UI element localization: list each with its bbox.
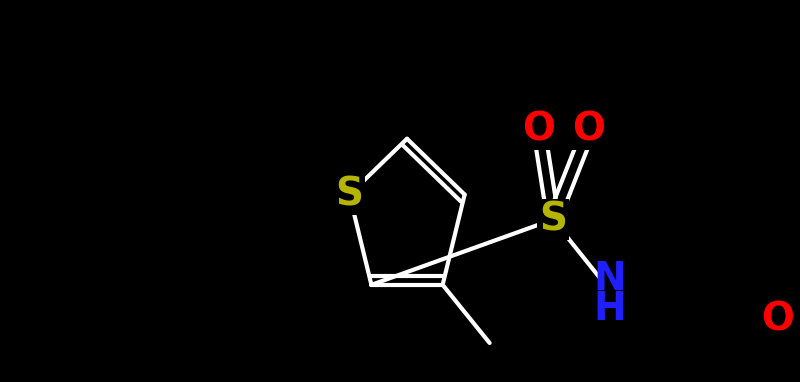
- Text: S: S: [539, 201, 567, 238]
- Text: O: O: [522, 110, 555, 148]
- Text: O: O: [572, 110, 606, 148]
- Text: S: S: [335, 176, 363, 214]
- Text: H: H: [594, 290, 626, 328]
- Text: O: O: [761, 300, 794, 338]
- Text: N: N: [594, 260, 626, 298]
